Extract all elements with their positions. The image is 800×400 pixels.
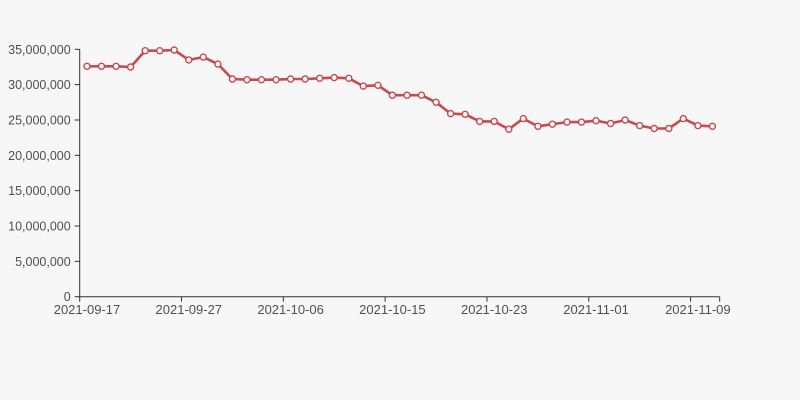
data-point-marker [519, 114, 527, 123]
y-tick-label: 0 [64, 290, 71, 304]
x-tick-label: 2021-10-15 [359, 302, 426, 317]
data-point-marker [374, 81, 382, 90]
data-point-marker [185, 56, 193, 64]
data-point-marker [461, 110, 469, 119]
data-point-marker [359, 82, 367, 90]
data-point-marker [403, 91, 411, 99]
data-point-marker [141, 47, 149, 55]
data-point-marker [112, 62, 120, 71]
data-point-marker [592, 116, 600, 125]
data-point-marker [199, 53, 208, 61]
data-point-marker [432, 98, 440, 107]
x-tick-label: 2021-11-01 [563, 302, 629, 317]
data-point-marker [330, 73, 338, 82]
data-point-marker [548, 120, 557, 128]
data-point-marker [636, 121, 644, 130]
y-tick-label: 35,000,000 [8, 43, 71, 57]
data-point-marker [417, 91, 426, 99]
data-point-marker [694, 121, 702, 130]
y-tick-label: 25,000,000 [8, 113, 71, 127]
data-point-marker [621, 116, 629, 124]
data-point-marker [606, 119, 615, 128]
y-tick-label: 15,000,000 [8, 184, 71, 198]
x-tick-label: 2021-09-27 [156, 302, 223, 317]
data-point-marker [665, 124, 673, 133]
x-tick-label: 2021-09-17 [54, 302, 121, 317]
x-tick-label: 2021-11-09 [665, 302, 731, 317]
data-point-marker [505, 125, 513, 133]
data-point-marker [388, 91, 397, 99]
data-point-marker [563, 118, 571, 126]
data-point-marker [476, 117, 484, 126]
data-point-marker [708, 122, 717, 131]
data-point-marker [155, 47, 164, 55]
data-point-marker [170, 46, 178, 54]
x-tick-label: 2021-10-06 [257, 302, 324, 317]
data-point-marker [126, 63, 135, 71]
data-point-marker [83, 62, 91, 71]
y-tick-label: 30,000,000 [8, 78, 71, 92]
data-point-marker [301, 75, 309, 83]
data-point-marker [214, 60, 222, 68]
y-tick-label: 5,000,000 [15, 255, 71, 269]
data-point-marker [316, 74, 324, 83]
data-point-marker [534, 122, 542, 131]
data-point-marker [97, 62, 106, 71]
x-tick-label: 2021-10-23 [461, 302, 528, 317]
data-point-marker [286, 75, 295, 83]
y-tick-label: 10,000,000 [8, 220, 71, 234]
data-point-marker [257, 75, 266, 84]
data-point-marker [577, 118, 586, 126]
data-point-marker [650, 124, 658, 133]
data-point-marker [490, 117, 498, 126]
data-point-marker [446, 109, 455, 118]
data-point-marker [272, 75, 280, 84]
data-point-marker [243, 75, 251, 84]
y-tick-label: 20,000,000 [8, 149, 71, 163]
data-point-marker [228, 75, 237, 83]
data-point-marker [345, 74, 353, 83]
data-point-marker [679, 114, 687, 123]
